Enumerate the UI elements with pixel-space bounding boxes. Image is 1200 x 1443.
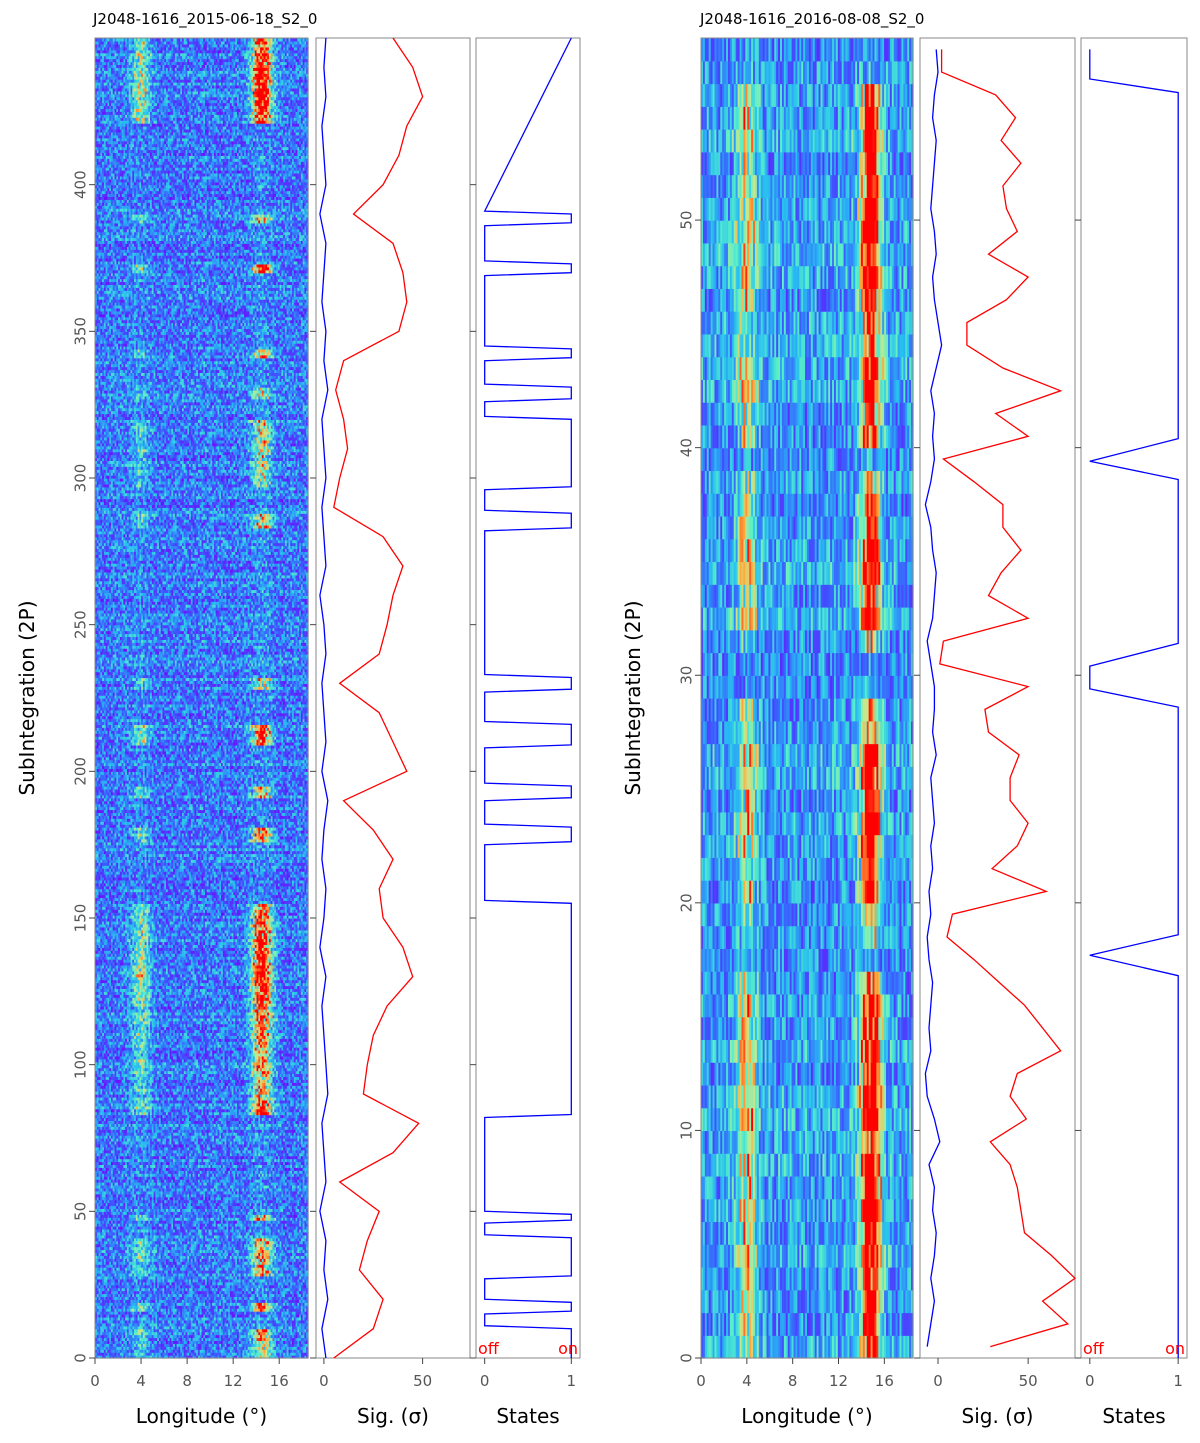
- chart1-ylabel: SubIntegration (2P): [15, 600, 39, 795]
- chart1-group: J2048-1616_2015-06-18_S2_0 SubIntegration…: [15, 10, 580, 1428]
- chart1-title: J2048-1616_2015-06-18_S2_0: [92, 10, 317, 29]
- chart1-heatmap: [95, 38, 309, 1359]
